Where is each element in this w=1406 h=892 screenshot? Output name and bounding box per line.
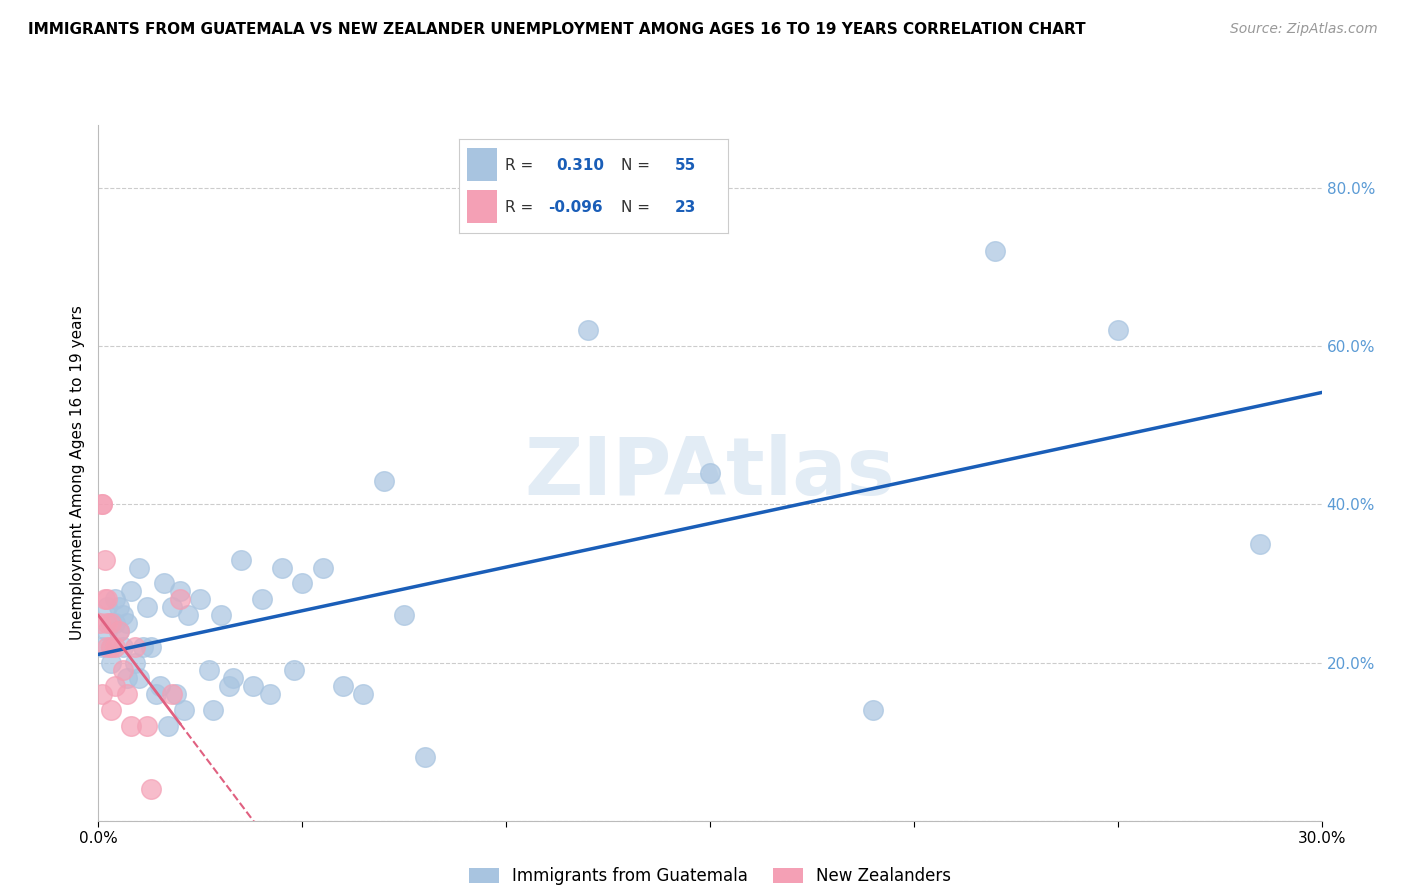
- Point: [115, 687, 138, 701]
- Point: [96, 592, 118, 607]
- Text: IMMIGRANTS FROM GUATEMALA VS NEW ZEALANDER UNEMPLOYMENT AMONG AGES 16 TO 19 YEAR: IMMIGRANTS FROM GUATEMALA VS NEW ZEALAND…: [28, 22, 1085, 37]
- Point: [100, 615, 122, 630]
- Point: [169, 592, 191, 607]
- Point: [115, 671, 138, 685]
- Point: [124, 640, 146, 654]
- Point: [160, 687, 183, 701]
- Point: [91, 497, 114, 511]
- Point: [91, 640, 114, 654]
- Point: [188, 592, 212, 607]
- Text: ZIPAtlas: ZIPAtlas: [524, 434, 896, 512]
- Point: [259, 687, 281, 701]
- Point: [124, 656, 146, 670]
- Point: [177, 608, 200, 623]
- Point: [231, 552, 253, 567]
- Point: [291, 576, 314, 591]
- Point: [111, 640, 134, 654]
- Point: [173, 703, 195, 717]
- Point: [141, 782, 163, 797]
- Point: [156, 719, 179, 733]
- Point: [250, 592, 273, 607]
- Point: [115, 615, 138, 630]
- Point: [132, 640, 155, 654]
- Point: [91, 687, 114, 701]
- Point: [392, 608, 416, 623]
- Point: [1107, 323, 1129, 337]
- Point: [413, 750, 436, 764]
- Point: [96, 624, 118, 638]
- Point: [108, 600, 131, 615]
- Point: [197, 664, 219, 678]
- Point: [218, 679, 240, 693]
- Point: [373, 474, 395, 488]
- Point: [169, 584, 191, 599]
- Point: [100, 640, 122, 654]
- Point: [1249, 537, 1271, 551]
- Point: [91, 497, 114, 511]
- Point: [136, 719, 159, 733]
- Point: [136, 600, 159, 615]
- Point: [104, 615, 127, 630]
- Point: [165, 687, 187, 701]
- Point: [96, 615, 118, 630]
- Point: [93, 552, 115, 567]
- Point: [104, 592, 127, 607]
- Point: [93, 592, 115, 607]
- Point: [152, 576, 174, 591]
- Point: [96, 600, 118, 615]
- Point: [141, 640, 163, 654]
- Point: [576, 323, 599, 337]
- Point: [352, 687, 374, 701]
- Point: [104, 640, 127, 654]
- Y-axis label: Unemployment Among Ages 16 to 19 years: Unemployment Among Ages 16 to 19 years: [69, 305, 84, 640]
- Point: [111, 608, 134, 623]
- Point: [242, 679, 264, 693]
- Point: [100, 703, 122, 717]
- Point: [201, 703, 224, 717]
- Point: [108, 624, 131, 638]
- Point: [699, 466, 721, 480]
- Point: [100, 615, 122, 630]
- Point: [145, 687, 167, 701]
- Point: [108, 624, 131, 638]
- Legend: Immigrants from Guatemala, New Zealanders: Immigrants from Guatemala, New Zealander…: [468, 867, 952, 886]
- Point: [862, 703, 884, 717]
- Point: [160, 600, 183, 615]
- Point: [89, 615, 111, 630]
- Point: [100, 656, 122, 670]
- Point: [96, 640, 118, 654]
- Point: [332, 679, 354, 693]
- Text: Source: ZipAtlas.com: Source: ZipAtlas.com: [1230, 22, 1378, 37]
- Point: [120, 584, 142, 599]
- Point: [222, 671, 245, 685]
- Point: [104, 679, 127, 693]
- Point: [111, 664, 134, 678]
- Point: [283, 664, 305, 678]
- Point: [149, 679, 172, 693]
- Point: [270, 560, 294, 574]
- Point: [984, 244, 1007, 259]
- Point: [120, 719, 142, 733]
- Point: [128, 560, 150, 574]
- Point: [312, 560, 335, 574]
- Point: [128, 671, 150, 685]
- Point: [100, 640, 122, 654]
- Point: [209, 608, 232, 623]
